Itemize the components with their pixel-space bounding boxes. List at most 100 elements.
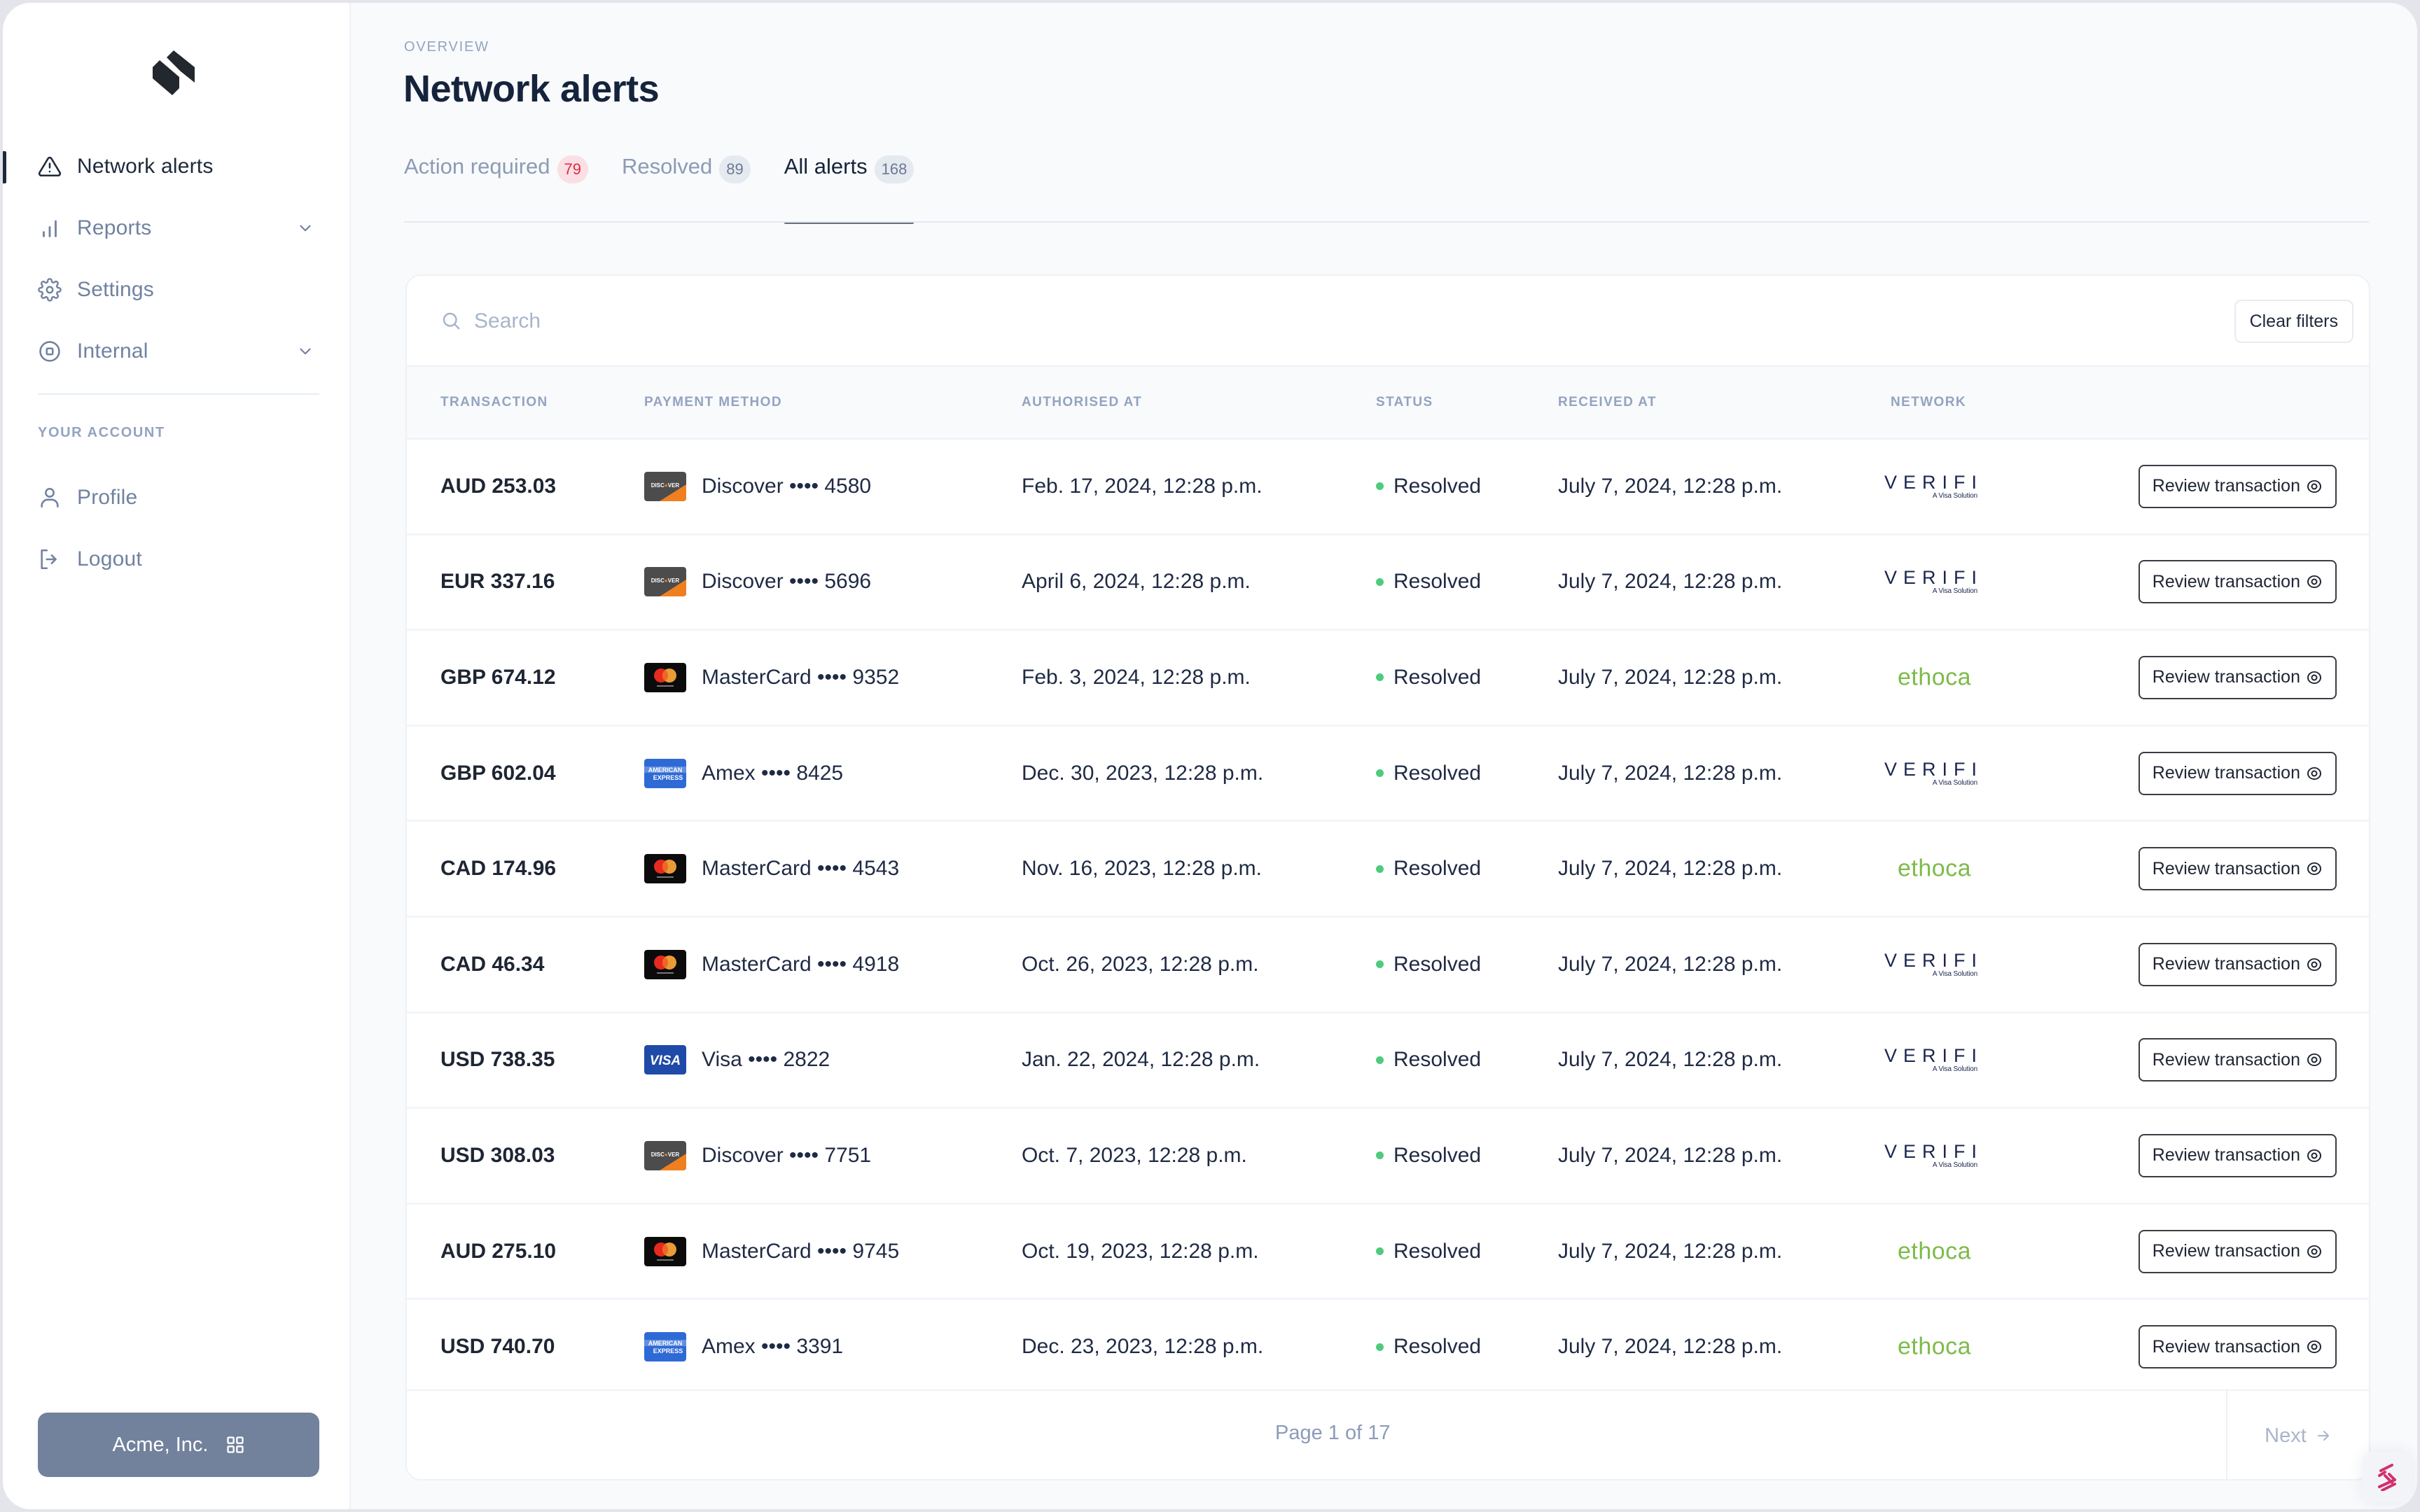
chevron-down-icon[interactable]: [296, 342, 314, 360]
next-page-button[interactable]: Next: [2226, 1391, 2369, 1479]
received-at: July 7, 2024, 12:28 p.m.: [1558, 761, 1783, 785]
discover-card-icon: DISC●VER: [644, 471, 686, 501]
column-header-authorised-at[interactable]: AUTHORISED AT: [1022, 395, 1143, 410]
review-transaction-button[interactable]: Review transaction: [2138, 751, 2337, 795]
review-transaction-button[interactable]: Review transaction: [2138, 1133, 2337, 1177]
review-transaction-button[interactable]: Review transaction: [2138, 1038, 2337, 1082]
ethoca-logo: ethoca: [1891, 1334, 1971, 1361]
verifi-wordmark: VERIFI: [1884, 1140, 1983, 1162]
help-widget-button[interactable]: [2363, 1452, 2412, 1502]
mastercard-icon: [644, 949, 686, 979]
arrow-right-icon: [2317, 1431, 2329, 1441]
status-text: Resolved: [1393, 474, 1482, 498]
transaction-amount: GBP 602.04: [440, 761, 556, 785]
review-label: Review transaction: [2152, 476, 2300, 496]
count-badge: 168: [874, 155, 915, 183]
sidebar-item-internal[interactable]: Internal: [3, 321, 349, 382]
svg-text:DISC●VER: DISC●VER: [651, 1152, 680, 1158]
verifi-tagline: A Visa Solution: [1932, 587, 1977, 596]
verifi-tagline: A Visa Solution: [1932, 491, 1977, 500]
table-row[interactable]: USD 308.03 DISC●VER Discover •••• 7751 O…: [407, 1109, 2369, 1205]
column-header-status[interactable]: STATUS: [1376, 395, 1433, 410]
payment-method-text: MasterCard •••• 4543: [702, 857, 900, 881]
verifi-logo: VERIFI A Visa Solution: [1884, 951, 1977, 979]
review-transaction-button[interactable]: Review transaction: [2138, 1325, 2337, 1369]
table-row[interactable]: USD 738.35 VISA Visa •••• 2822 Jan. 22, …: [407, 1014, 2369, 1110]
internal-icon: [38, 340, 62, 363]
column-header-network[interactable]: NETWORK: [1891, 395, 1966, 410]
status-text: Resolved: [1393, 952, 1482, 976]
received-at: July 7, 2024, 12:28 p.m.: [1558, 1335, 1783, 1359]
review-transaction-button[interactable]: Review transaction: [2138, 464, 2337, 508]
tab-all-alerts[interactable]: All alerts 168: [784, 150, 915, 224]
chevron-down-icon[interactable]: [296, 219, 314, 237]
status-text: Resolved: [1393, 1335, 1482, 1359]
payment-method: DISC●VER Discover •••• 7751: [644, 1140, 871, 1170]
payment-method-text: MasterCard •••• 9352: [702, 665, 900, 689]
column-header-payment-method[interactable]: PAYMENT METHOD: [644, 395, 782, 410]
tab-action-required[interactable]: Action required 79: [404, 150, 588, 223]
table-row[interactable]: EUR 337.16 DISC●VER Discover •••• 5696 A…: [407, 536, 2369, 631]
column-header-received-at[interactable]: RECEIVED AT: [1558, 395, 1657, 410]
table-row[interactable]: AUD 275.10 MasterCard •••• 9745 Oct. 19,…: [407, 1205, 2369, 1301]
sidebar-item-logout[interactable]: Logout: [3, 528, 349, 590]
visa-card-icon: VISA: [644, 1045, 686, 1075]
transaction-amount: USD 308.03: [440, 1143, 555, 1167]
discover-card-icon: DISC●VER: [644, 1140, 686, 1170]
svg-text:VISA: VISA: [650, 1054, 681, 1068]
eye-icon: [2307, 1149, 2322, 1162]
review-transaction-button[interactable]: Review transaction: [2138, 560, 2337, 604]
received-at: July 7, 2024, 12:28 p.m.: [1558, 474, 1783, 498]
verifi-logo: VERIFI A Visa Solution: [1884, 760, 1977, 788]
status-dot-icon: [1376, 769, 1384, 778]
mastercard-icon: [644, 854, 686, 884]
organization-switcher-button[interactable]: Acme, Inc.: [38, 1413, 319, 1477]
status-badge: Resolved: [1376, 475, 1481, 498]
page-title: Network alerts: [403, 68, 660, 110]
sidebar-item-settings[interactable]: Settings: [3, 259, 349, 321]
review-transaction-button[interactable]: Review transaction: [2138, 847, 2337, 891]
review-transaction-button[interactable]: Review transaction: [2138, 942, 2337, 986]
review-transaction-button[interactable]: Review transaction: [2138, 655, 2337, 699]
brand-support-icon: [2378, 1464, 2396, 1491]
status-text: Resolved: [1393, 857, 1482, 881]
payment-method: MasterCard •••• 4543: [644, 854, 900, 884]
eye-icon: [2307, 862, 2322, 876]
brand-logo-icon[interactable]: [153, 50, 202, 95]
svg-text:EXPRESS: EXPRESS: [653, 1348, 683, 1354]
review-transaction-button[interactable]: Review transaction: [2138, 1229, 2337, 1273]
sidebar-item-reports[interactable]: Reports: [3, 197, 349, 259]
table-row[interactable]: CAD 174.96 MasterCard •••• 4543 Nov. 16,…: [407, 822, 2369, 918]
column-header-transaction[interactable]: TRANSACTION: [440, 395, 548, 410]
status-dot-icon: [1376, 1343, 1384, 1351]
page-indicator: Page 1 of 17: [1275, 1422, 1391, 1444]
clear-filters-button[interactable]: Clear filters: [2234, 300, 2353, 343]
transaction-amount: EUR 337.16: [440, 570, 555, 594]
authorised-at: Oct. 7, 2023, 12:28 p.m.: [1022, 1143, 1247, 1167]
table-row[interactable]: CAD 46.34 MasterCard •••• 4918 Oct. 26, …: [407, 918, 2369, 1014]
sidebar-item-network-alerts[interactable]: Network alerts: [3, 136, 349, 197]
transaction-amount: GBP 674.12: [440, 665, 556, 689]
status-text: Resolved: [1393, 570, 1482, 594]
search-input[interactable]: [474, 301, 1734, 342]
review-label: Review transaction: [2152, 1145, 2300, 1166]
table-row[interactable]: AUD 253.03 DISC●VER Discover •••• 4580 F…: [407, 440, 2369, 536]
active-indicator: [3, 151, 6, 183]
mastercard-icon: [644, 662, 686, 692]
tab-resolved[interactable]: Resolved 89: [622, 150, 751, 223]
table-row[interactable]: USD 740.70 AMERICAN EXPRESS Amex •••• 339…: [407, 1300, 2369, 1396]
authorised-at: Dec. 23, 2023, 12:28 p.m.: [1022, 1335, 1264, 1359]
payment-method-text: Amex •••• 3391: [702, 1335, 844, 1359]
verifi-logo: VERIFI A Visa Solution: [1884, 472, 1977, 500]
verifi-logo: VERIFI A Visa Solution: [1884, 1046, 1977, 1074]
transaction-amount: USD 740.70: [440, 1335, 555, 1359]
payment-method: MasterCard •••• 9745: [644, 1236, 899, 1266]
status-badge: Resolved: [1376, 1048, 1481, 1072]
pagination: Page 1 of 17 Next: [407, 1390, 2369, 1479]
sidebar-item-profile[interactable]: Profile: [3, 467, 349, 528]
table-row[interactable]: GBP 602.04 AMERICAN EXPRESS Amex •••• 842…: [407, 727, 2369, 822]
authorised-at: Dec. 30, 2023, 12:28 p.m.: [1022, 761, 1264, 785]
bar-chart-icon: [38, 216, 62, 240]
ethoca-wordmark: ethoca: [1898, 855, 1972, 882]
table-row[interactable]: GBP 674.12 MasterCard •••• 9352 Feb. 3, …: [407, 631, 2369, 727]
